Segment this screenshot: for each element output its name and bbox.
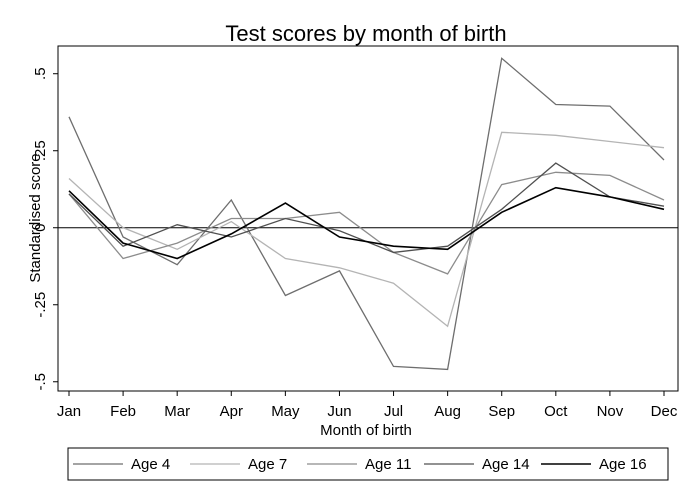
legend-item: Age 7 (190, 456, 287, 473)
y-tick-label: .5 (32, 67, 49, 80)
series-line-age-7 (68, 131, 665, 328)
x-tick-label: Jan (57, 403, 81, 420)
legend-item: Age 16 (541, 456, 647, 473)
legend-label: Age 11 (365, 456, 411, 473)
y-tick-label: .25 (32, 140, 49, 161)
y-tick-label: -.25 (32, 292, 49, 318)
legend-label: Age 7 (248, 456, 287, 473)
x-tick-label: Aug (434, 403, 461, 420)
series-line-age-14 (68, 162, 665, 254)
chart-title: Test scores by month of birth (225, 21, 506, 46)
x-tick-label: Sep (488, 403, 515, 420)
y-tick-label: -.5 (32, 373, 49, 391)
x-axis: Jan Feb Mar Apr May Jun Jul Aug Sep Oct Nov Dec (57, 391, 678, 420)
y-axis-title: Standardised score (27, 153, 44, 282)
x-tick-label: May (271, 403, 300, 420)
legend-item: Age 14 (424, 456, 530, 473)
series-line-age-4 (68, 57, 665, 371)
x-tick-label: Jun (327, 403, 351, 420)
legend-item: Age 11 (307, 456, 411, 473)
x-tick-label: Feb (110, 403, 136, 420)
x-tick-label: Dec (651, 403, 678, 420)
x-tick-label: Jul (384, 403, 403, 420)
y-tick-label: 0 (32, 224, 49, 232)
plot-frame (57, 45, 679, 392)
legend: Age 4 Age 7 Age 11 Age 14 Age 16 (67, 447, 669, 481)
legend-label: Age 4 (131, 456, 170, 473)
series-line-age-11 (68, 171, 665, 275)
x-tick-label: Nov (597, 403, 624, 420)
legend-item: Age 4 (73, 456, 170, 473)
x-tick-label: Mar (164, 403, 190, 420)
x-tick-label: Oct (544, 403, 568, 420)
series-line-age-16 (68, 186, 665, 260)
y-axis: .5 .25 0 -.25 -.5 (32, 67, 58, 391)
series-lines (68, 57, 665, 371)
legend-label: Age 14 (482, 456, 530, 473)
x-axis-title: Month of birth (320, 422, 412, 439)
x-tick-label: Apr (220, 403, 243, 420)
legend-label: Age 16 (599, 456, 647, 473)
